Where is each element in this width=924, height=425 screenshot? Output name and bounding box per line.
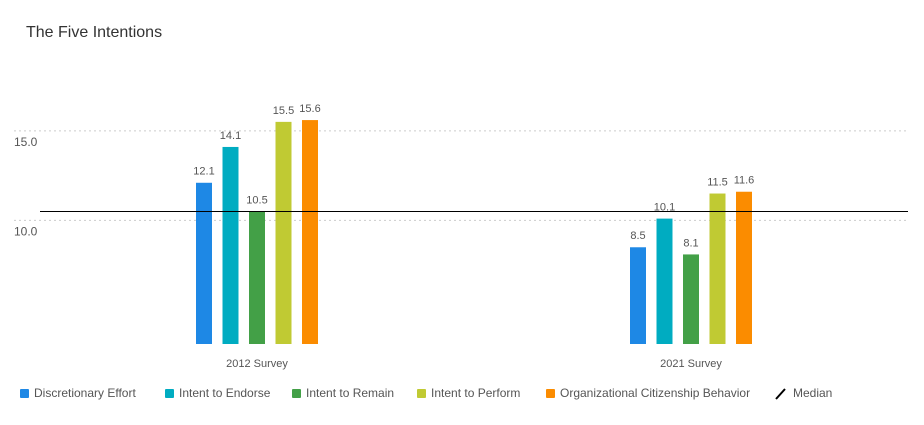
data-label: 10.5	[246, 194, 267, 206]
legend-label: Median	[793, 386, 832, 400]
y-tick-label: 10.0	[14, 225, 38, 239]
legend-label: Discretionary Effort	[34, 386, 136, 400]
bar	[656, 218, 673, 344]
bar	[736, 191, 752, 344]
data-label: 15.5	[273, 105, 294, 117]
data-label: 11.6	[734, 175, 755, 187]
bar	[709, 193, 726, 344]
legend-swatch	[546, 389, 555, 398]
legend-swatch	[417, 389, 426, 398]
legend-swatch	[20, 389, 29, 398]
data-label: 8.5	[630, 230, 645, 242]
data-label: 11.5	[707, 176, 728, 188]
bar	[222, 146, 239, 344]
y-tick-label: 15.0	[14, 135, 38, 149]
bar	[630, 247, 646, 344]
data-label: 14.1	[220, 130, 241, 142]
legend-swatch	[292, 389, 301, 398]
chart-title: The Five Intentions	[26, 24, 162, 41]
legend-label: Intent to Remain	[306, 386, 394, 400]
data-label: 8.1	[683, 237, 698, 249]
legend-swatch	[165, 389, 174, 398]
x-tick-label: 2012 Survey	[226, 358, 288, 370]
data-label: 12.1	[193, 166, 214, 178]
data-label: 15.6	[299, 103, 320, 115]
bar	[196, 182, 212, 344]
bar	[683, 254, 699, 344]
data-label: 10.1	[654, 202, 675, 214]
legend-label: Intent to Endorse	[179, 386, 271, 400]
bar	[302, 120, 318, 345]
legend-label: Organizational Citizenship Behavior	[560, 386, 750, 400]
bar	[275, 121, 292, 344]
legend-median-icon	[775, 388, 786, 400]
legend-label: Intent to Perform	[431, 386, 520, 400]
x-tick-label: 2021 Survey	[660, 358, 722, 370]
bar	[249, 211, 265, 344]
